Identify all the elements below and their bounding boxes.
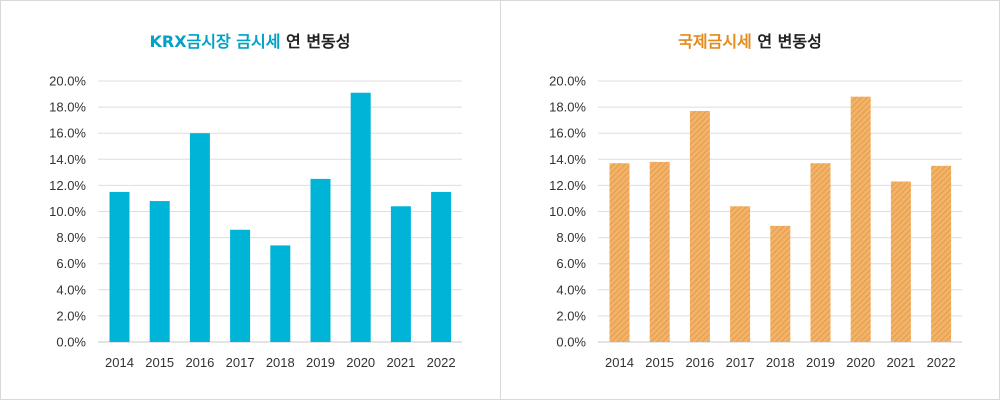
bar-2016 <box>189 133 210 342</box>
x-tick-label: 2020 <box>346 355 375 370</box>
x-tick-label: 2017 <box>226 355 255 370</box>
y-tick-label: 6.0% <box>56 256 86 271</box>
krx-chart-title-highlight: KRX금시장 금시세 <box>149 32 281 51</box>
panel-divider <box>500 0 501 400</box>
y-tick-label: 14.0% <box>49 152 86 167</box>
intl-chart-title-rest: 연 변동성 <box>757 32 822 51</box>
y-tick-label: 8.0% <box>56 230 86 245</box>
bar-2020 <box>350 92 371 343</box>
y-tick-label: 10.0% <box>49 204 86 219</box>
bar-2014 <box>609 163 630 342</box>
bar-2016 <box>689 111 710 342</box>
y-tick-label: 14.0% <box>549 152 586 167</box>
y-tick-label: 10.0% <box>549 204 586 219</box>
bar-2022 <box>931 165 952 342</box>
bar-2020 <box>850 96 871 342</box>
x-tick-label: 2022 <box>927 355 956 370</box>
krx-chart-panel: KRX금시장 금시세 연 변동성 0.0% 2.0% 4.0% 6.0% 8.0% 10.… <box>0 30 500 370</box>
x-tick-label: 2014 <box>605 355 634 370</box>
y-tick-label: 16.0% <box>549 126 586 141</box>
y-tick-label: 8.0% <box>556 230 586 245</box>
x-tick-label: 2020 <box>846 355 875 370</box>
bar-2014 <box>109 191 130 342</box>
intl-bar-chart: 0.0% 2.0% 4.0% 6.0% 8.0% 10.0% 12.0% 14.0% 16.0%… <box>549 74 962 370</box>
x-tick-label: 2014 <box>105 355 134 370</box>
y-tick-label: 4.0% <box>56 282 86 297</box>
y-tick-label: 18.0% <box>549 100 586 115</box>
x-tick-label: 2017 <box>726 355 755 370</box>
krx-bar-chart: 0.0% 2.0% 4.0% 6.0% 8.0% 10.0% 12.0% 14.0% 16.0%… <box>49 74 462 370</box>
bar-2018 <box>270 245 291 342</box>
x-tick-label: 2018 <box>766 355 795 370</box>
bar-2017 <box>730 206 751 342</box>
x-tick-label: 2021 <box>886 355 915 370</box>
x-tick-label: 2022 <box>427 355 456 370</box>
bar-2019 <box>310 178 331 342</box>
x-tick-label: 2018 <box>266 355 295 370</box>
bar-2015 <box>649 161 670 342</box>
y-tick-label: 20.0% <box>49 74 86 89</box>
y-tick-label: 16.0% <box>49 126 86 141</box>
y-tick-label: 12.0% <box>49 178 86 193</box>
y-tick-label: 0.0% <box>556 335 586 350</box>
y-tick-label: 2.0% <box>556 308 586 323</box>
intl-chart-title-highlight: 국제금시세 <box>678 32 752 51</box>
x-tick-label: 2015 <box>145 355 174 370</box>
y-tick-label: 2.0% <box>56 308 86 323</box>
x-tick-label: 2016 <box>185 355 214 370</box>
intl-chart-title: 국제금시세 연 변동성 <box>500 30 1000 54</box>
bar-2019 <box>810 163 831 342</box>
bar-2017 <box>230 229 251 342</box>
x-tick-label: 2021 <box>386 355 415 370</box>
bar-2015 <box>149 201 170 342</box>
krx-chart-title-rest: 연 변동성 <box>286 32 351 51</box>
intl-chart-panel: 국제금시세 연 변동성 0.0% 2.0% 4.0% 6.0% 8.0% 10.0% 12.… <box>500 0 1000 400</box>
krx-chart-title: KRX금시장 금시세 연 변동성 <box>0 30 500 54</box>
bar-2018 <box>770 225 791 342</box>
bar-2021 <box>890 181 911 342</box>
bar-2022 <box>431 191 452 342</box>
y-tick-label: 6.0% <box>556 256 586 271</box>
x-tick-label: 2019 <box>306 355 335 370</box>
x-tick-label: 2019 <box>806 355 835 370</box>
x-tick-label: 2015 <box>645 355 674 370</box>
y-tick-label: 0.0% <box>56 335 86 350</box>
x-tick-label: 2016 <box>685 355 714 370</box>
bar-2021 <box>390 206 411 342</box>
y-tick-label: 20.0% <box>549 74 586 89</box>
y-tick-label: 4.0% <box>556 282 586 297</box>
y-tick-label: 18.0% <box>49 100 86 115</box>
y-tick-label: 12.0% <box>549 178 586 193</box>
